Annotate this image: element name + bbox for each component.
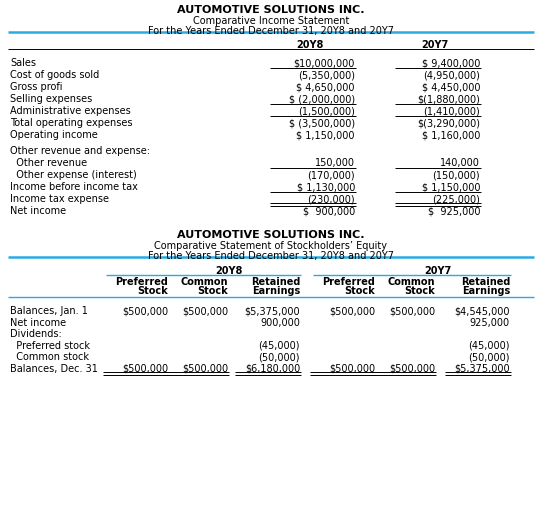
Text: Dividends:: Dividends: bbox=[10, 329, 62, 339]
Text: Preferred: Preferred bbox=[115, 277, 168, 287]
Text: 20Y8: 20Y8 bbox=[215, 266, 243, 276]
Text: (50,000): (50,000) bbox=[259, 352, 300, 362]
Text: (225,000): (225,000) bbox=[432, 194, 480, 204]
Text: $ (2,000,000): $ (2,000,000) bbox=[289, 94, 355, 104]
Text: Common stock: Common stock bbox=[10, 352, 89, 362]
Text: Other revenue: Other revenue bbox=[10, 158, 87, 168]
Text: $500,000: $500,000 bbox=[122, 306, 168, 316]
Text: (170,000): (170,000) bbox=[307, 170, 355, 180]
Text: $  900,000: $ 900,000 bbox=[303, 206, 355, 216]
Text: Common: Common bbox=[180, 277, 228, 287]
Text: 150,000: 150,000 bbox=[315, 158, 355, 168]
Text: $500,000: $500,000 bbox=[182, 306, 228, 316]
Text: (150,000): (150,000) bbox=[433, 170, 480, 180]
Text: 20Y7: 20Y7 bbox=[424, 266, 451, 276]
Text: Preferred stock: Preferred stock bbox=[10, 340, 90, 351]
Text: Comparative Statement of Stockholders’ Equity: Comparative Statement of Stockholders’ E… bbox=[154, 241, 388, 251]
Text: AUTOMOTIVE SOLUTIONS INC.: AUTOMOTIVE SOLUTIONS INC. bbox=[177, 5, 365, 15]
Text: Common: Common bbox=[388, 277, 435, 287]
Text: Cost of goods sold: Cost of goods sold bbox=[10, 70, 99, 80]
Text: Total operating expenses: Total operating expenses bbox=[10, 118, 132, 128]
Text: $ 1,150,000: $ 1,150,000 bbox=[296, 130, 355, 140]
Text: Preferred: Preferred bbox=[322, 277, 375, 287]
Text: $ 1,150,000: $ 1,150,000 bbox=[422, 182, 480, 192]
Text: $(3,290,000): $(3,290,000) bbox=[417, 118, 480, 128]
Text: Sales: Sales bbox=[10, 58, 36, 68]
Text: $6,180,000: $6,180,000 bbox=[245, 363, 300, 374]
Text: Stock: Stock bbox=[197, 286, 228, 296]
Text: Other revenue and expense:: Other revenue and expense: bbox=[10, 146, 150, 156]
Text: $5,375,000: $5,375,000 bbox=[454, 363, 510, 374]
Text: 20Y7: 20Y7 bbox=[421, 40, 449, 50]
Text: 925,000: 925,000 bbox=[470, 317, 510, 328]
Text: (45,000): (45,000) bbox=[468, 340, 510, 351]
Text: Operating income: Operating income bbox=[10, 130, 98, 140]
Text: 20Y8: 20Y8 bbox=[296, 40, 324, 50]
Text: Net income: Net income bbox=[10, 206, 66, 216]
Text: Gross profi: Gross profi bbox=[10, 82, 62, 92]
Text: $ 1,160,000: $ 1,160,000 bbox=[422, 130, 480, 140]
Text: $ 4,650,000: $ 4,650,000 bbox=[296, 82, 355, 92]
Text: Net income: Net income bbox=[10, 317, 66, 328]
Text: Stock: Stock bbox=[137, 286, 168, 296]
Text: $5,375,000: $5,375,000 bbox=[244, 306, 300, 316]
Text: $500,000: $500,000 bbox=[389, 363, 435, 374]
Text: AUTOMOTIVE SOLUTIONS INC.: AUTOMOTIVE SOLUTIONS INC. bbox=[177, 230, 365, 240]
Text: $500,000: $500,000 bbox=[182, 363, 228, 374]
Text: Retained: Retained bbox=[461, 277, 510, 287]
Text: $500,000: $500,000 bbox=[389, 306, 435, 316]
Text: Income before income tax: Income before income tax bbox=[10, 182, 138, 192]
Text: Selling expenses: Selling expenses bbox=[10, 94, 92, 104]
Text: 900,000: 900,000 bbox=[260, 317, 300, 328]
Text: Other expense (interest): Other expense (interest) bbox=[10, 170, 137, 180]
Text: Earnings: Earnings bbox=[462, 286, 510, 296]
Text: Stock: Stock bbox=[404, 286, 435, 296]
Text: For the Years Ended December 31, 20Y8 and 20Y7: For the Years Ended December 31, 20Y8 an… bbox=[148, 26, 394, 36]
Text: $(1,880,000): $(1,880,000) bbox=[417, 94, 480, 104]
Text: $4,545,000: $4,545,000 bbox=[455, 306, 510, 316]
Text: $500,000: $500,000 bbox=[329, 306, 375, 316]
Text: Administrative expenses: Administrative expenses bbox=[10, 106, 131, 116]
Text: (230,000): (230,000) bbox=[307, 194, 355, 204]
Text: Stock: Stock bbox=[344, 286, 375, 296]
Text: 140,000: 140,000 bbox=[440, 158, 480, 168]
Text: (1,410,000): (1,410,000) bbox=[423, 106, 480, 116]
Text: (4,950,000): (4,950,000) bbox=[423, 70, 480, 80]
Text: (45,000): (45,000) bbox=[259, 340, 300, 351]
Text: (5,350,000): (5,350,000) bbox=[298, 70, 355, 80]
Text: $ (3,500,000): $ (3,500,000) bbox=[289, 118, 355, 128]
Text: (50,000): (50,000) bbox=[468, 352, 510, 362]
Text: Balances, Dec. 31: Balances, Dec. 31 bbox=[10, 363, 98, 374]
Text: $ 4,450,000: $ 4,450,000 bbox=[422, 82, 480, 92]
Text: Retained: Retained bbox=[250, 277, 300, 287]
Text: For the Years Ended December 31, 20Y8 and 20Y7: For the Years Ended December 31, 20Y8 an… bbox=[148, 251, 394, 261]
Text: $ 9,400,000: $ 9,400,000 bbox=[422, 58, 480, 68]
Text: $  925,000: $ 925,000 bbox=[428, 206, 480, 216]
Text: Balances, Jan. 1: Balances, Jan. 1 bbox=[10, 306, 88, 316]
Text: Income tax expense: Income tax expense bbox=[10, 194, 109, 204]
Text: $ 1,130,000: $ 1,130,000 bbox=[296, 182, 355, 192]
Text: (1,500,000): (1,500,000) bbox=[298, 106, 355, 116]
Text: Earnings: Earnings bbox=[251, 286, 300, 296]
Text: $500,000: $500,000 bbox=[329, 363, 375, 374]
Text: $10,000,000: $10,000,000 bbox=[294, 58, 355, 68]
Text: Comparative Income Statement: Comparative Income Statement bbox=[193, 16, 349, 26]
Text: $500,000: $500,000 bbox=[122, 363, 168, 374]
